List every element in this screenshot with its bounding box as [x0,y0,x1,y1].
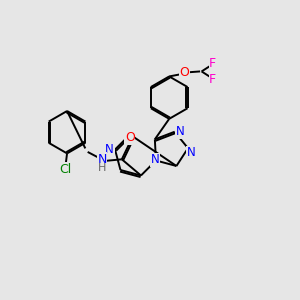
Text: O: O [180,66,190,80]
Text: N: N [98,153,107,166]
Text: H: H [98,164,106,173]
Text: F: F [209,73,216,86]
Text: Cl: Cl [59,163,72,176]
Text: N: N [105,143,114,156]
Text: N: N [151,153,160,167]
Text: N: N [187,146,195,159]
Text: F: F [209,57,216,70]
Text: N: N [176,125,184,138]
Text: O: O [125,131,135,144]
